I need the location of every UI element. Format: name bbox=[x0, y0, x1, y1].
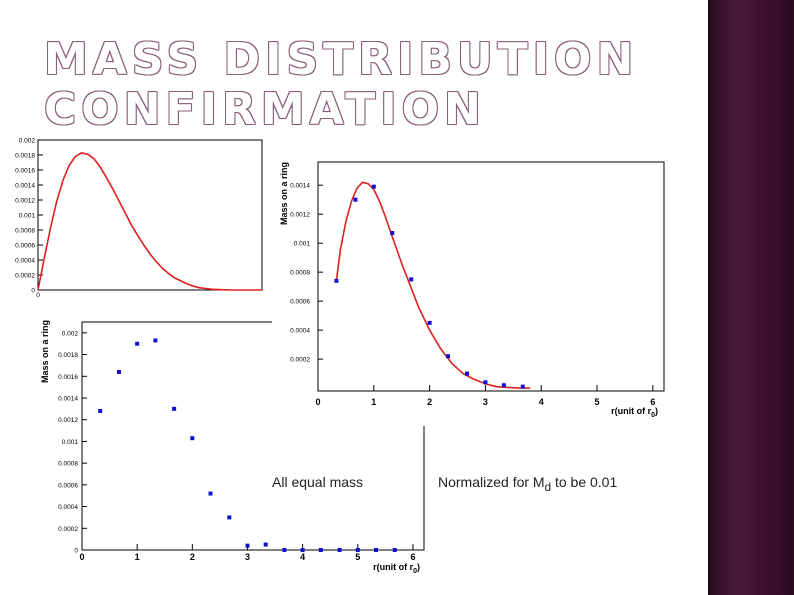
y-tick-label: 0.0008 bbox=[290, 270, 310, 277]
y-tick-label: 0.0006 bbox=[15, 243, 35, 250]
analytic-curve-chart: 0.002 0.0018 0.0016 0.0014 0.0012 0.001 0.0008… bbox=[0, 132, 272, 302]
y-tick-label: 0.0002 bbox=[15, 273, 35, 280]
x-axis-label: r(unit of r0) bbox=[611, 406, 658, 419]
data-point bbox=[153, 338, 158, 343]
x-tick-label: 3 bbox=[245, 552, 250, 562]
caption-equal-mass: All equal mass bbox=[272, 474, 364, 490]
x-tick-label: 2 bbox=[190, 552, 195, 562]
y-tick-label: 0.0008 bbox=[15, 228, 35, 235]
data-point bbox=[501, 383, 506, 388]
y-tick-label: 0.0004 bbox=[58, 504, 78, 511]
x-axis-label: r(unit of r0) bbox=[373, 562, 420, 575]
data-point bbox=[300, 548, 305, 552]
y-tick-label: 0.0012 bbox=[58, 417, 78, 424]
y-tick-label: 0.0012 bbox=[290, 212, 310, 219]
x-tick-label: 4 bbox=[539, 397, 544, 407]
data-point bbox=[190, 436, 195, 441]
data-point bbox=[282, 548, 287, 552]
x-tick-label: 0 bbox=[36, 292, 40, 299]
data-point bbox=[355, 548, 360, 552]
y-tick-label: 0.0016 bbox=[58, 374, 78, 381]
data-point bbox=[520, 384, 525, 389]
y-tick-label: 0.0014 bbox=[290, 183, 310, 190]
caption-normalized-prefix: Normalized for M bbox=[438, 474, 545, 490]
data-point bbox=[337, 548, 342, 552]
x-tick-label: 2 bbox=[427, 397, 432, 407]
data-point bbox=[208, 491, 213, 496]
y-tick-label: 0.0004 bbox=[290, 328, 310, 335]
data-point bbox=[371, 184, 376, 189]
y-tick-label: 0.0002 bbox=[58, 526, 78, 533]
y-axis-label: Mass on a ring bbox=[279, 162, 289, 225]
y-tick-label: 0.0018 bbox=[58, 352, 78, 359]
y-tick-label: 0.001 bbox=[294, 241, 311, 248]
y-tick-label: 0.0018 bbox=[15, 153, 35, 160]
y-tick-label: 0.0004 bbox=[15, 258, 35, 265]
x-tick-label: 6 bbox=[650, 397, 655, 407]
caption-normalized-suffix: to be 0.01 bbox=[551, 474, 618, 490]
slide-title-line-1: MASS DISTRIBUTION bbox=[44, 34, 639, 85]
data-point bbox=[465, 371, 470, 376]
sidebar-rib bbox=[708, 0, 711, 595]
data-point bbox=[483, 380, 488, 385]
x-tick-label: 5 bbox=[595, 397, 600, 407]
y-tick-label: 0.0006 bbox=[58, 482, 78, 489]
y-tick-label: 0.0002 bbox=[290, 357, 310, 364]
data-point bbox=[392, 548, 397, 552]
x-tick-label: 5 bbox=[355, 552, 360, 562]
data-point bbox=[334, 278, 339, 283]
x-tick-label: 0 bbox=[315, 397, 320, 407]
y-tick-label: 0.0016 bbox=[15, 168, 35, 175]
data-point bbox=[409, 277, 414, 282]
y-tick-label: 0.002 bbox=[19, 138, 36, 145]
x-tick-label: 1 bbox=[371, 397, 376, 407]
data-point bbox=[374, 548, 379, 552]
analytic-curve-line bbox=[37, 151, 262, 291]
data-point bbox=[172, 406, 177, 411]
data-point bbox=[446, 354, 451, 359]
y-tick-label: 0.0008 bbox=[58, 461, 78, 468]
data-point bbox=[227, 515, 232, 520]
plot-frame bbox=[317, 161, 665, 392]
y-tick-label: 0.0014 bbox=[58, 396, 78, 403]
x-tick-label: 3 bbox=[483, 397, 488, 407]
data-point bbox=[245, 543, 250, 548]
data-point bbox=[263, 542, 268, 547]
x-tick-label: 6 bbox=[410, 552, 415, 562]
data-point bbox=[427, 320, 432, 325]
x-tick-label: 0 bbox=[79, 552, 84, 562]
y-tick-label: 0.002 bbox=[62, 330, 79, 337]
caption-normalized-sub: d bbox=[544, 480, 552, 494]
data-point bbox=[390, 231, 395, 236]
plot-frame bbox=[81, 321, 425, 551]
y-tick-label: 0.001 bbox=[19, 213, 36, 220]
y-tick-label: 0 bbox=[74, 548, 78, 555]
y-axis-label: Mass on a ring bbox=[40, 320, 50, 383]
data-point bbox=[98, 409, 103, 414]
data-point bbox=[318, 548, 323, 552]
fit-curve-line bbox=[335, 181, 531, 389]
decorative-sidebar bbox=[708, 0, 794, 595]
slide-title-line-2: CONFIRMATION bbox=[44, 84, 486, 135]
normalized-chart: 0.0002 0.0004 0.0006 0.0008 0.001 0.0012 0.001… bbox=[272, 154, 670, 426]
y-tick-label: 0 bbox=[31, 288, 35, 295]
x-tick-label: 1 bbox=[135, 552, 140, 562]
y-tick-label: 0.001 bbox=[62, 439, 79, 446]
x-tick-label: 4 bbox=[300, 552, 305, 562]
data-point bbox=[353, 197, 358, 202]
data-point bbox=[116, 369, 121, 374]
y-tick-label: 0.0014 bbox=[15, 183, 35, 190]
caption-normalized: Normalized for Md to be 0.01 bbox=[438, 474, 617, 494]
data-point bbox=[135, 341, 140, 346]
y-tick-label: 0.0012 bbox=[15, 198, 35, 205]
y-tick-label: 0.0006 bbox=[290, 299, 310, 306]
